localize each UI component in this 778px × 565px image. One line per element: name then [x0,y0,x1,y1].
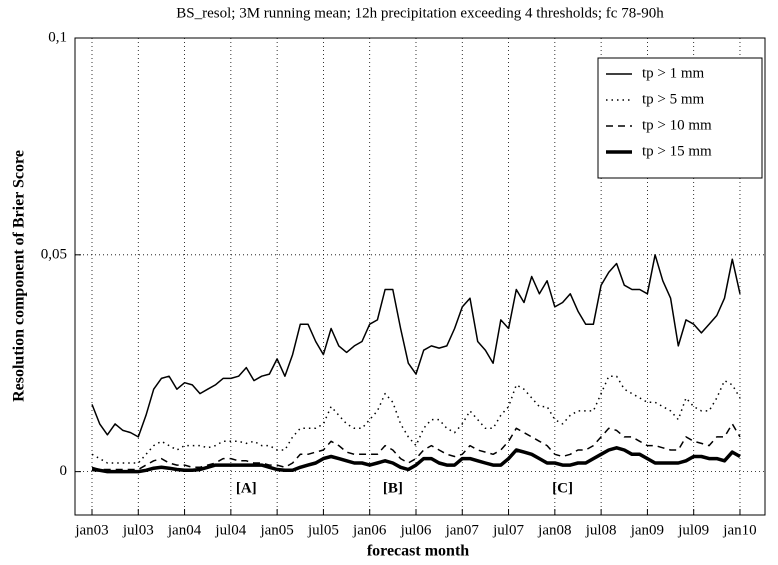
x-tick-label: jan04 [167,522,202,538]
x-tick-label: jul08 [585,522,617,538]
legend-box [597,57,763,179]
legend-label: tp > 15 mm [642,143,712,159]
annotation: [A] [236,480,257,496]
data-line [91,375,741,464]
x-tick-label: jan09 [630,522,664,538]
x-tick-label: jan07 [445,522,480,538]
legend-label: tp > 5 mm [642,91,705,107]
x-tick-label: jul09 [677,522,709,538]
x-tick-label: jan08 [537,522,571,538]
data-line [91,254,741,438]
legend: tp > 1 mm tp > 5 mm tp > 10 mm tp > 15 mm [597,57,763,179]
x-axis-label: forecast month [367,543,469,560]
annotation: [C] [552,480,573,496]
data-line [91,446,741,474]
x-tick-label: jan05 [259,522,293,538]
x-tick-label: jul05 [307,522,339,538]
x-tick-label: jul03 [122,522,154,538]
x-tick-label: jul07 [492,522,524,538]
x-tick-label: jul06 [400,522,432,538]
x-tick-label: jul04 [214,522,246,538]
y-axis-label: Resolution component of Brier Score [11,150,28,402]
data-line [91,423,741,471]
x-tick-label: jan06 [352,522,387,538]
chart-title: BS_resol; 3M running mean; 12h precipita… [176,5,664,21]
y-tick-label: 0,1 [48,29,67,45]
legend-label: tp > 1 mm [642,65,705,81]
y-tick-label: 0 [60,463,68,479]
x-tick-label: jan03 [74,522,108,538]
legend-label: tp > 10 mm [642,117,712,133]
y-tick-label: 0,05 [41,246,67,262]
annotation: [B] [383,480,403,496]
x-tick-label: jan10 [722,522,756,538]
